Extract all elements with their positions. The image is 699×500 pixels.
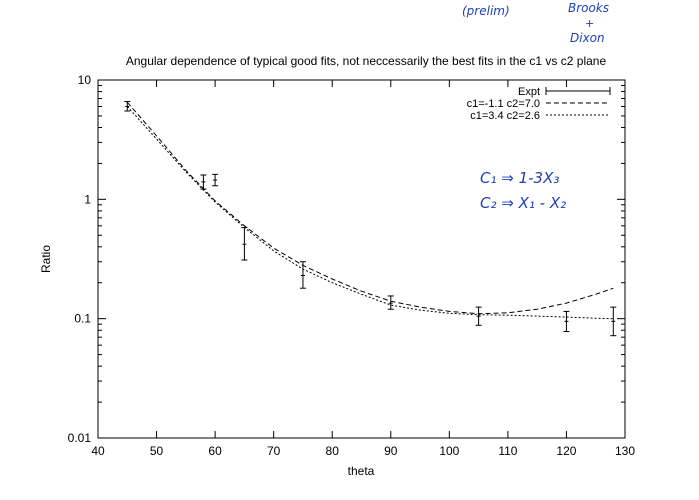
- x-tick-label: 100: [439, 444, 459, 458]
- x-tick-label: 40: [91, 444, 105, 458]
- handwritten-note-c2: C₂ ⇒ X₁ - X₂: [480, 194, 566, 212]
- x-tick-label: 50: [150, 444, 164, 458]
- series-line-fit1: [126, 101, 614, 315]
- series-lines: [126, 101, 614, 320]
- x-tick-label: 130: [615, 444, 635, 458]
- handwritten-prelim: (prelim): [462, 4, 510, 18]
- y-tick-label: 1: [84, 192, 91, 206]
- x-tick-label: 110: [498, 444, 517, 458]
- handwritten-note-c1: C₁ ⇒ 1-3X₃: [480, 169, 559, 187]
- plot-area: [97, 79, 626, 439]
- data-points: [124, 101, 617, 337]
- y-axis-label: Ratio: [39, 245, 53, 273]
- x-tick-label: 60: [208, 444, 222, 458]
- legend-label-expt: Expt: [518, 86, 540, 98]
- x-tick-label: 90: [384, 444, 398, 458]
- x-tick-label: 80: [326, 444, 340, 458]
- handwritten-authors-line2: Dixon: [570, 31, 605, 45]
- y-tick-label: 0.1: [74, 312, 91, 326]
- legend-label-fit1: c1=-1.1 c2=7.0: [467, 98, 540, 110]
- series-line-fit2: [126, 106, 614, 320]
- x-tick-label: 120: [556, 444, 576, 458]
- y-tick-label: 0.01: [68, 431, 92, 445]
- x-axis-label: theta: [348, 464, 375, 478]
- handwritten-authors-line1: Brooks: [568, 1, 609, 15]
- legend: Expt c1=-1.1 c2=7.0 c1=3.4 c2=2.6: [467, 86, 611, 122]
- chart-title: Angular dependence of typical good fits,…: [126, 54, 607, 68]
- x-tick-label: 70: [267, 444, 281, 458]
- handwritten-authors-plus: +: [585, 17, 594, 30]
- legend-label-fit2: c1=3.4 c2=2.6: [470, 110, 540, 122]
- y-tick-label: 10: [78, 73, 92, 87]
